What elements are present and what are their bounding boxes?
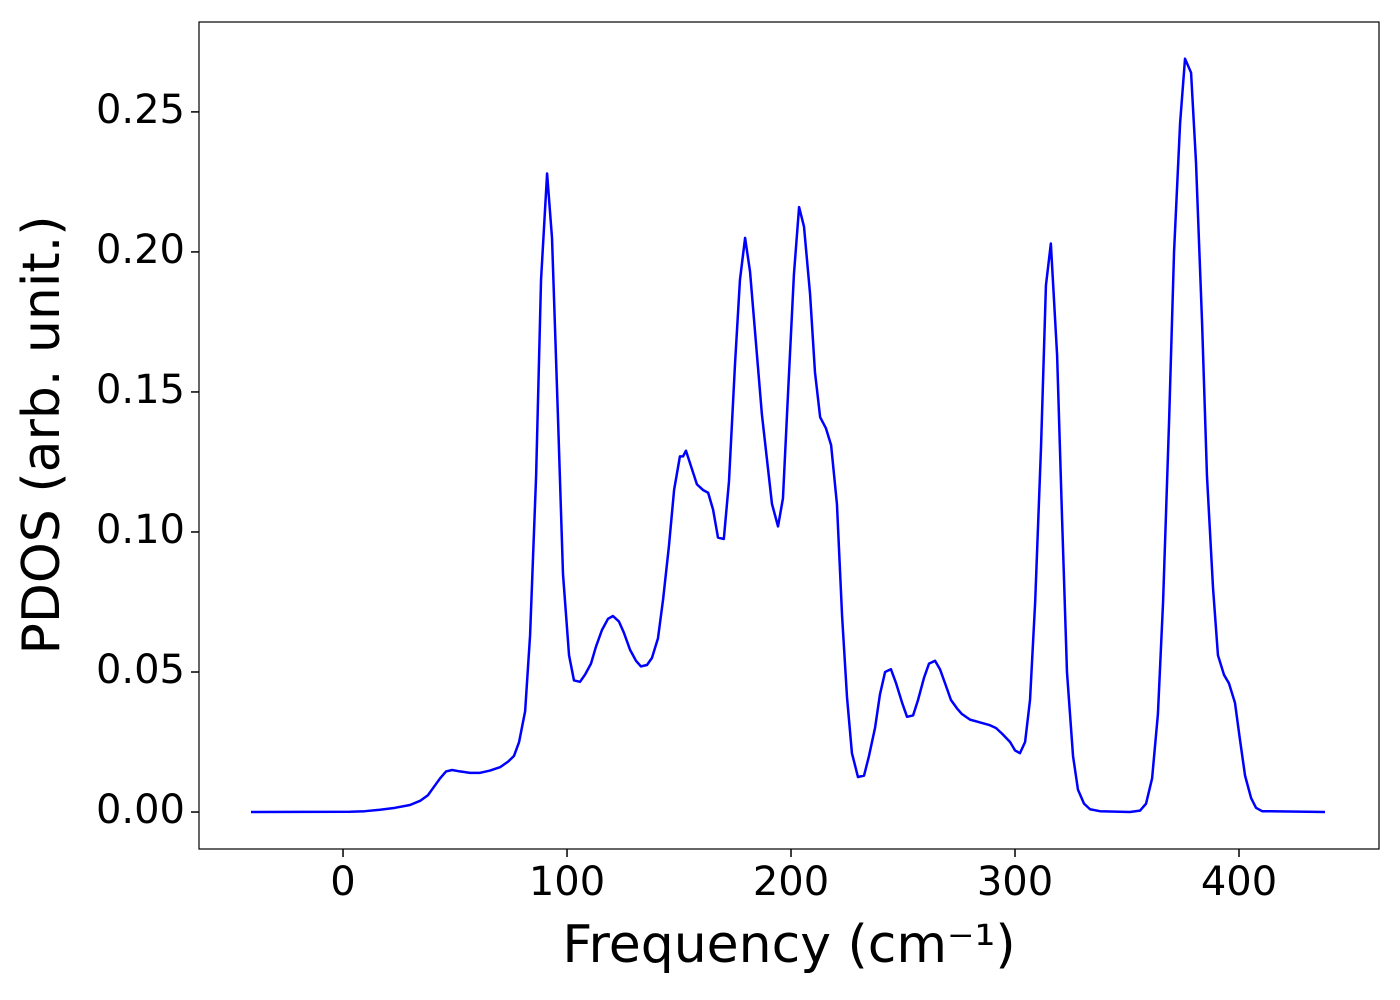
x-axis-label: Frequency (cm⁻¹) [562, 915, 1015, 975]
x-tick-label: 200 [753, 859, 829, 905]
x-tick-label: 300 [977, 859, 1053, 905]
y-tick-label: 0.10 [96, 507, 185, 553]
y-tick-label: 0.05 [96, 647, 185, 693]
y-axis-label: PDOS (arb. unit.) [12, 215, 72, 654]
y-tick-label: 0.15 [96, 367, 185, 413]
y-tick-label: 0.25 [96, 87, 185, 133]
plot-frame [198, 21, 1380, 850]
x-tick-label: 100 [529, 859, 605, 905]
x-tick-label: 0 [330, 859, 355, 905]
x-tick-label: 400 [1201, 859, 1277, 905]
y-tick-label: 0.20 [96, 227, 185, 273]
line-series [250, 57, 1326, 814]
y-tick-label: 0.00 [96, 787, 185, 833]
